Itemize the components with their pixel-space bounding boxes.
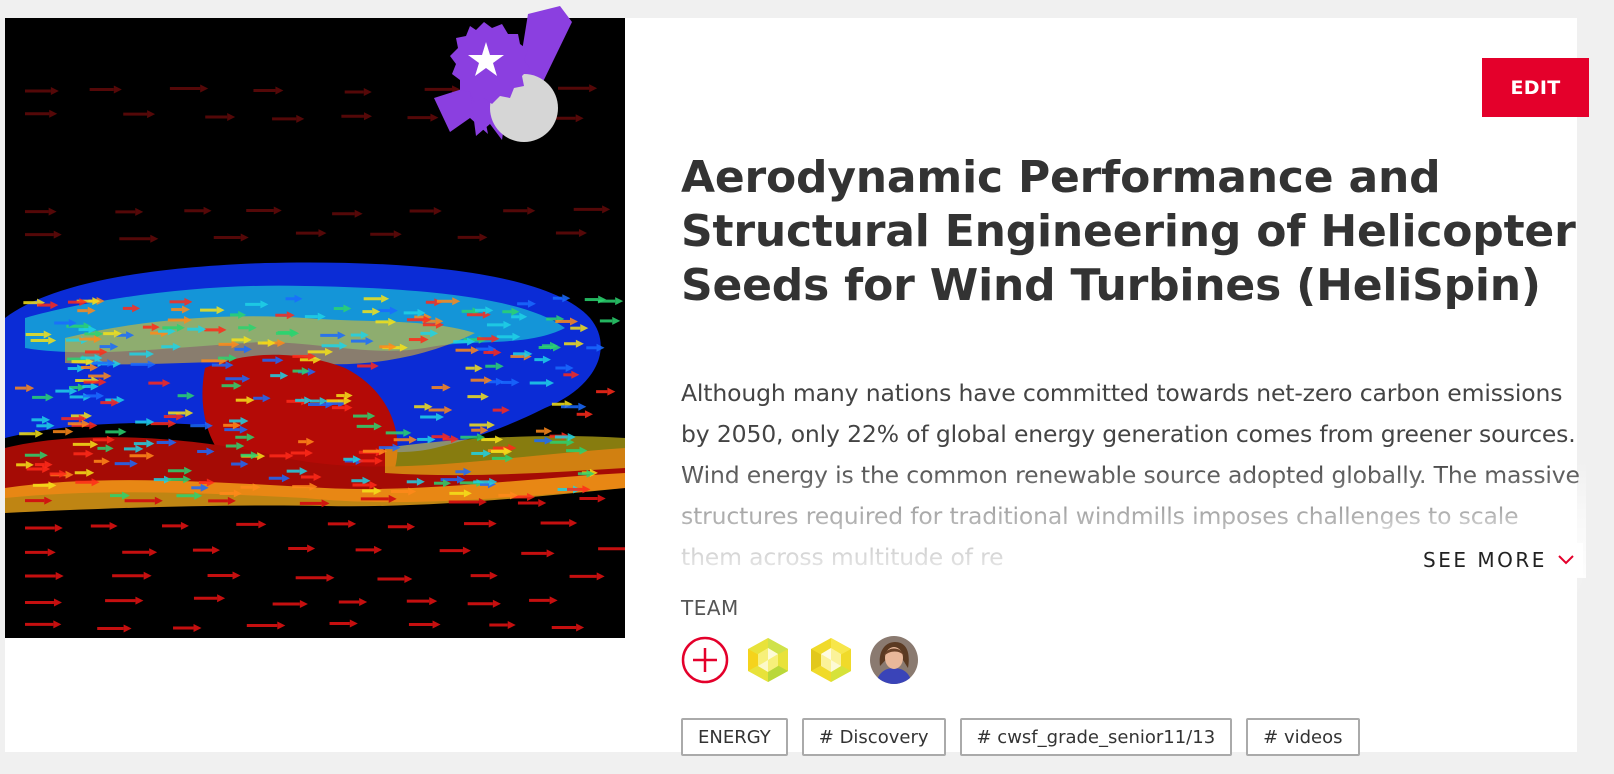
team-members [681,635,918,685]
project-title: Aerodynamic Performance and Structural E… [681,152,1576,311]
team-member-avatar[interactable] [744,636,792,684]
edit-button[interactable]: EDIT [1482,58,1589,117]
team-label: TEAM [681,596,739,620]
category-tag[interactable]: ENERGY [681,718,788,756]
hashtag-tag[interactable]: # Discovery [801,718,946,756]
yellow-geometric-avatar [807,636,855,684]
tag-list: ENERGY # Discovery # cwsf_grade_senior11/1… [681,718,1360,756]
project-card: EDIT Aerodynamic Performance and Structu… [5,6,1589,756]
plus-circle-icon[interactable] [681,636,729,684]
see-more-button[interactable]: SEE MORE [1403,543,1583,577]
award-ribbon-icon [420,6,580,156]
hashtag-tag[interactable]: # cwsf_grade_senior11/13 [959,718,1233,756]
yellow-geometric-avatar [744,636,792,684]
see-more-label: SEE MORE [1423,548,1547,572]
team-member-avatar[interactable] [807,636,855,684]
chevron-down-icon [1558,555,1574,565]
photo-avatar [870,636,918,684]
hashtag-tag[interactable]: # videos [1246,718,1360,756]
team-member-avatar[interactable] [870,636,918,684]
